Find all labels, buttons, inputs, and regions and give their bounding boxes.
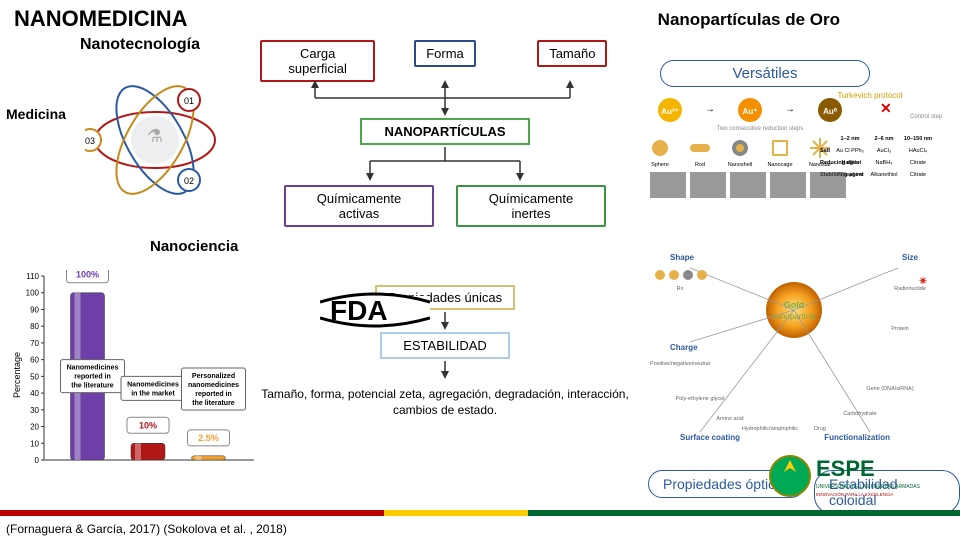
flow-diagram: Carga superficial Forma Tamaño NANOPARTÍCU…: [260, 40, 630, 418]
gold-panel: Turkevich protocol Au³⁺ → Au⁺ → Au⁰ Two consec…: [640, 90, 948, 460]
svg-text:Surface coating: Surface coating: [680, 433, 740, 442]
citation: (Fornaguera & García, 2017) (Sokolova et…: [6, 522, 287, 536]
svg-text:2.5%: 2.5%: [198, 433, 219, 443]
svg-text:Nanocage: Nanocage: [767, 162, 792, 168]
svg-text:Au³⁺: Au³⁺: [661, 107, 679, 116]
svg-text:→: →: [785, 104, 795, 115]
svg-text:✷: ✷: [918, 274, 928, 288]
svg-text:✕: ✕: [880, 100, 892, 116]
svg-text:Turkevich protocol: Turkevich protocol: [837, 91, 902, 100]
bar-chart: 0 10 20 30 40 50 60 70 80 90 100 110 Percentage 100% N…: [10, 270, 258, 480]
svg-text:50: 50: [30, 372, 39, 381]
svg-text:Charge: Charge: [670, 343, 698, 352]
svg-text:NaBH₄: NaBH₄: [876, 160, 894, 166]
svg-text:1–2 nm: 1–2 nm: [841, 136, 860, 142]
svg-text:100: 100: [26, 289, 40, 298]
svg-text:100%: 100%: [76, 270, 99, 280]
svg-text:2–6 nm: 2–6 nm: [875, 136, 894, 142]
svg-text:Rod: Rod: [695, 162, 705, 168]
svg-text:Au⁰: Au⁰: [823, 107, 838, 116]
footer-bar: [0, 510, 960, 516]
svg-text:nanomedicines: nanomedicines: [188, 382, 239, 389]
atom-num-3: 03: [85, 136, 95, 146]
espe-logo: ESPE UNIVERSIDAD DE LAS FUERZAS ARMADAS …: [768, 448, 948, 506]
svg-text:Citrate: Citrate: [910, 160, 926, 166]
page-title: NANOMEDICINA: [14, 6, 188, 32]
flow-top-box: Tamaño: [537, 40, 607, 67]
gold-title: Nanopartículas de Oro: [658, 10, 840, 30]
svg-text:Two consecutive reduction step: Two consecutive reduction steps: [717, 126, 804, 132]
flow-desc: Tamaño, forma, potencial zeta, agregació…: [260, 387, 630, 418]
flow-top-box: Carga superficial: [260, 40, 375, 82]
svg-text:the literature: the literature: [192, 400, 235, 407]
svg-text:80: 80: [30, 322, 39, 331]
svg-text:Shape: Shape: [670, 253, 695, 262]
svg-text:Protein: Protein: [891, 326, 908, 332]
svg-text:reported in: reported in: [195, 391, 232, 398]
svg-text:HAuCl₄: HAuCl₄: [909, 148, 928, 154]
svg-text:Sphere: Sphere: [651, 162, 669, 168]
label-medicina: Medicina: [6, 106, 66, 122]
svg-text:nanoparticle: nanoparticle: [772, 312, 816, 321]
svg-text:Gold: Gold: [784, 300, 805, 310]
svg-text:Positive/negative/neutral: Positive/negative/neutral: [650, 361, 710, 367]
svg-text:Control step: Control step: [910, 114, 943, 120]
atom-num-2: 02: [184, 176, 194, 186]
svg-text:10–150 nm: 10–150 nm: [904, 136, 932, 142]
svg-text:in the market: in the market: [131, 390, 175, 397]
svg-text:INNOVACIÓN PARA LA EXCELENCIA: INNOVACIÓN PARA LA EXCELENCIA: [816, 491, 893, 497]
svg-text:Gene (DNA/siRNA): Gene (DNA/siRNA): [866, 386, 914, 392]
svg-text:UNIVERSIDAD DE LAS FUERZAS ARM: UNIVERSIDAD DE LAS FUERZAS ARMADAS: [816, 484, 921, 490]
svg-text:Functionalization: Functionalization: [824, 433, 890, 442]
estabilidad: ESTABILIDAD: [380, 332, 510, 359]
svg-text:Citrate: Citrate: [910, 172, 926, 178]
svg-text:90: 90: [30, 305, 39, 314]
svg-text:the literature: the literature: [71, 383, 114, 390]
svg-text:Rx: Rx: [677, 286, 684, 292]
svg-text:AuCl₃: AuCl₃: [877, 148, 891, 154]
svg-text:Hydrophilic/amphiphilic: Hydrophilic/amphiphilic: [742, 426, 798, 432]
svg-text:Drug: Drug: [814, 426, 826, 432]
flow-mid-box: Químicamente activas: [284, 185, 434, 227]
atom-num-1: 01: [184, 96, 194, 106]
svg-text:Salt: Salt: [820, 148, 830, 154]
flow-top-box: Forma: [414, 40, 476, 67]
nano-center: NANOPARTÍCULAS: [360, 118, 530, 145]
svg-text:Poly-ethylene glycol: Poly-ethylene glycol: [676, 396, 725, 402]
svg-text:10: 10: [30, 439, 39, 448]
svg-text:Au Cl PPh₃: Au Cl PPh₃: [836, 148, 864, 154]
label-versatiles: Versátiles: [660, 60, 870, 87]
svg-text:Carbohydrate: Carbohydrate: [843, 411, 876, 417]
flow-mid-box: Químicamente inertes: [456, 185, 606, 227]
label-nanotech: Nanotecnología: [80, 36, 200, 54]
svg-text:0: 0: [35, 456, 40, 465]
svg-text:Nanomedicines: Nanomedicines: [127, 381, 179, 388]
svg-text:60: 60: [30, 356, 39, 365]
svg-text:20: 20: [30, 423, 39, 432]
svg-text:Alkanethiol: Alkanethiol: [871, 172, 898, 178]
svg-text:NaBH₄: NaBH₄: [842, 160, 860, 166]
svg-text:Percentage: Percentage: [12, 352, 22, 398]
svg-text:Au⁺: Au⁺: [743, 107, 758, 116]
fda-logo: FDA: [320, 290, 430, 330]
svg-text:Nanoshell: Nanoshell: [728, 162, 752, 168]
svg-text:Amino acid: Amino acid: [716, 416, 743, 422]
label-nanocience: Nanociencia: [150, 238, 238, 255]
svg-text:→: →: [705, 104, 715, 115]
svg-text:110: 110: [26, 272, 39, 281]
svg-text:Size: Size: [902, 253, 919, 262]
svg-text:40: 40: [30, 389, 39, 398]
svg-text:30: 30: [30, 406, 39, 415]
svg-text:ESPE: ESPE: [816, 456, 875, 481]
svg-text:10%: 10%: [139, 420, 157, 430]
atom-diagram: ⚗ 01 02 03: [85, 70, 225, 210]
svg-text:70: 70: [30, 339, 39, 348]
svg-text:Nanomedicines: Nanomedicines: [67, 365, 119, 372]
svg-text:reported in: reported in: [74, 374, 111, 381]
svg-text:Personalized: Personalized: [192, 373, 235, 380]
svg-text:⚗: ⚗: [147, 126, 163, 146]
